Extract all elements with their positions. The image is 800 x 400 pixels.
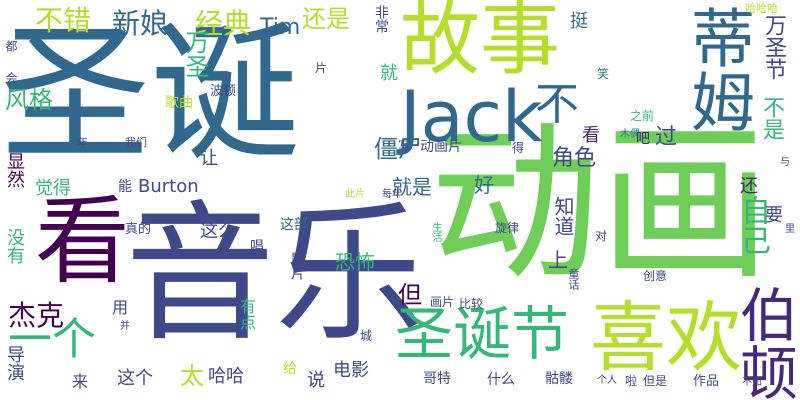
word-wanshengjie: 万圣节 (761, 14, 786, 80)
word-gushi: 故事 (400, 0, 560, 86)
word-tai: 太 (180, 362, 204, 390)
word-boduan: 伯顿 (730, 285, 798, 400)
word-xianran: 显然 (4, 152, 25, 188)
word-lai: 来 (72, 372, 89, 391)
word-bucuo: 不错 (35, 4, 92, 37)
word-feichang: 非常 (373, 5, 389, 33)
word-gequ: 歌曲 (165, 95, 193, 111)
word-yong: 用 (112, 298, 129, 317)
word-cheng: 城 (360, 329, 373, 343)
word-ziji: 自己 (735, 195, 770, 255)
word-dianying: 电影 (333, 360, 369, 381)
word-kulou: 骷髅 (545, 371, 573, 387)
word-burton: Burton (138, 176, 199, 197)
word-zhebu: 这部 (280, 217, 308, 233)
word-xiao: 笑 (597, 67, 610, 81)
word-haishi: 还是 (302, 5, 350, 33)
word-wansheng: 万圣 (181, 30, 209, 78)
word-hahaha-small: 哈哈哈 (745, 2, 778, 15)
word-zhende: 真的 (125, 222, 152, 237)
word-xuanlu: 旋律 (495, 221, 520, 235)
word-shenme: 什么 (487, 372, 515, 388)
word-jiu: 就 (380, 63, 398, 84)
word-yao: 要 (765, 205, 783, 226)
word-gete: 哥特 (423, 371, 451, 387)
word-kongbu: 恐怖 (335, 250, 375, 274)
word-shengdanjie: 圣诞节 (395, 300, 570, 368)
word-tonghua: 童话 (567, 268, 580, 290)
word-dui: 对 (595, 229, 608, 243)
word-bu: 不 (535, 79, 579, 130)
word-cipian: 此片 (345, 189, 365, 200)
word-haha: 哈哈 (208, 366, 244, 387)
word-hai: 还 (740, 176, 758, 197)
word-fengge: 风格 (5, 86, 53, 114)
word-zheme: 这么 (200, 221, 236, 242)
word-yige: 一个 (8, 314, 96, 365)
word-hao: 好 (474, 173, 494, 197)
word-youdian: 有点 (237, 298, 256, 330)
word-pian: 片 (315, 61, 328, 75)
word-yu: 与 (780, 157, 790, 168)
word-juese: 角色 (552, 146, 597, 171)
word-bushi: 不是 (759, 96, 784, 140)
word-mu-ou: 木偶 (620, 129, 640, 140)
word-women: 我们 (125, 136, 147, 149)
word-jack: Jack (400, 76, 543, 158)
word-buzhi: 不知 (742, 377, 762, 388)
word-jingdian: 经典 (195, 7, 252, 40)
word-shengdan: 圣诞 (0, 8, 301, 182)
word-zhidao: 知道 (551, 196, 575, 236)
word-dou: 都 (4, 40, 18, 52)
word-gei: 给 (283, 361, 297, 377)
word-kan-big: 看 (35, 187, 131, 297)
word-shenghuo: 生活 (430, 222, 441, 242)
word-de: 得 (512, 141, 525, 155)
word-nian: 年 (77, 136, 88, 149)
word-shuo: 说 (307, 370, 325, 391)
word-chuangyi: 创意 (643, 269, 668, 283)
word-meinian: 每年 (382, 189, 402, 200)
word-dan: 但 (398, 281, 422, 309)
word-la: 啦 (625, 374, 638, 388)
word-dimu: 蒂姆 (680, 5, 754, 133)
word-kan-small: 看 (582, 125, 600, 146)
word-huapian: 画片 (430, 295, 455, 309)
word-hui: 会 (4, 72, 18, 84)
word-daoyan: 导演 (4, 345, 25, 381)
word-yinyue: 音乐 (125, 188, 426, 362)
word-bing: 并 (120, 321, 130, 332)
word-jiushi: 就是 (392, 175, 432, 199)
word-bijiao: 比较 (459, 297, 484, 311)
word-jieke: 杰克 (8, 299, 65, 332)
word-xinniang: 新娘 (112, 7, 169, 40)
word-rang: 让 (200, 148, 218, 169)
word-chang: 唱 (250, 239, 264, 255)
word-ba: 吧 (636, 131, 650, 147)
word-geren: 个人 (597, 375, 617, 386)
word-zhiqian: 之前 (630, 109, 655, 123)
word-danshi: 但是 (643, 374, 668, 388)
word-juede: 觉得 (35, 178, 71, 199)
word-tim: Tim (260, 15, 301, 40)
word-jiangshi: 僵尸 (374, 135, 422, 163)
word-zhege: 这个 (117, 368, 153, 389)
word-guo: 过 (655, 125, 678, 150)
word-zuopin: 作品 (693, 374, 720, 389)
word-li: 里 (785, 224, 795, 235)
word-meiyou: 没有 (4, 228, 25, 264)
word-neng: 能 (118, 179, 132, 195)
word-donghua: 动画 (430, 106, 771, 304)
word-shang: 上 (548, 248, 568, 272)
word-ting: 挺 (570, 11, 588, 32)
word-donghuapian: 动画片 (420, 139, 462, 155)
word-bodun: 波顿 (210, 84, 237, 99)
word-xihuan: 喜欢 (590, 293, 742, 382)
word-yingpian: 影片 (289, 252, 305, 280)
word-xie: 写 (398, 139, 411, 153)
